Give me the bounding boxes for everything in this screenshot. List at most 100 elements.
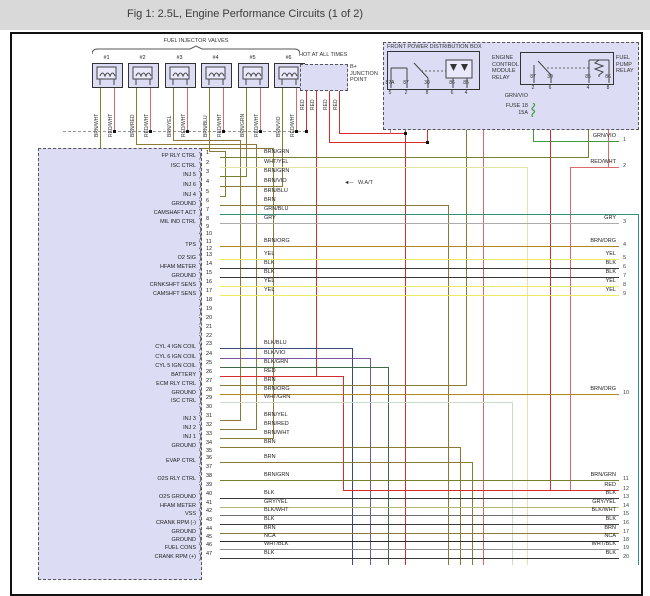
junction-dot [259,130,262,133]
wire-segment [223,86,225,132]
ecm-pin-number: 14 [206,261,213,267]
fuel-injector [92,63,123,88]
ecm-pin-wire-color: BLK [264,260,275,266]
ecm-pin-wire-color: BLK [264,269,275,275]
exit-number: 10 [623,390,630,396]
exit-wire-color: BRN/GRN [590,472,616,478]
ecm-pin-wire-color: BRN [264,377,276,383]
wire-segment [220,533,619,535]
ecm-pin-signal-name: HFAM METER [159,264,196,270]
injector-id-label: #2 [139,55,146,61]
wire-segment [220,348,353,350]
junction-dot [305,130,308,133]
junction-dot [186,130,189,133]
hot-at-all-times-label: HOT AT ALL TIMES [299,52,348,58]
wire-segment [388,367,390,565]
injector-id-label: #5 [249,55,256,61]
ecm-pin-number: 35 [206,448,213,454]
ecm-pin-bracket: ) [199,535,202,544]
ecm-pin-bracket: ) [199,180,202,189]
wire-segment [246,86,248,177]
exit-wire-color: RED [604,482,616,488]
ecm-pin-signal-name: CAMSHAFT ACT [153,210,196,216]
ecm-pin-bracket: ) [199,208,202,217]
ecm-pin-bracket: ) [199,379,202,388]
wire-segment [220,480,619,482]
fuel-injector [201,63,232,88]
ecm-pin-bracket: ) [199,352,202,361]
ecm-pin-wire-color: NCA [264,533,276,539]
exit-wire-color: YEL [605,287,616,293]
ecm-pin-signal-name: VSS [184,511,196,517]
wire-segment [220,420,241,422]
ecm-pin-number: 34 [206,440,213,446]
exit-number: 17 [623,529,630,535]
exit-wire-color: GRY/YEL [592,499,616,505]
exit-number: 5 [623,255,627,261]
title-bar: Fig 1: 2.5L, Engine Performance Circuits… [0,0,650,30]
junction-dot [295,130,298,133]
injector-coil-icon [242,66,263,85]
ecm-pin-bracket: ) [199,289,202,298]
wire-segment [220,376,344,378]
relay-terminal-label: 30 [424,80,430,86]
ecm-pin-bracket: ) [199,388,202,397]
ecm-pin-signal-name: GROUND [171,201,196,207]
relay-terminal-pin-number: 2 [531,85,535,91]
wire-segment [220,186,283,188]
ecm-pin-number: 36 [206,455,213,461]
wire-segment [570,167,619,169]
wire-segment [220,205,449,207]
ecm-pin-bracket: ) [199,151,202,160]
wire-segment [316,78,318,377]
ecm-pin-number: 20 [206,315,213,321]
exit-wire-color: GRY [604,215,616,221]
ecm-pin-signal-name: FP RLY CTRL [161,153,196,159]
wire-segment [339,133,406,135]
ecm-pin-wire-color: BRN/YEL [264,412,288,418]
wire-segment [220,358,371,360]
relay-terminal-label: 30 [547,74,553,80]
relay-terminal-pin-number: 5 [388,90,392,96]
ecm-pin-bracket: ) [199,465,202,474]
fuel-pump-relay-symbol [533,59,610,83]
injector-id-label: #3 [176,55,183,61]
relay-terminal-pin-number: 8 [606,85,610,91]
ecm-pin-signal-name: GROUND [171,273,196,279]
exit-number: 1 [623,137,627,143]
ecm-pin-wire-color: BLK [264,516,275,522]
ecm-pin-wire-color: GRN/BLU [264,206,289,212]
exit-number: 9 [623,291,627,297]
ecm-pin-signal-name: INJ 6 [183,182,196,188]
ecm-pin-signal-name: GROUND [171,390,196,396]
ecm-pin-signal-name: GROUND [171,443,196,449]
ecm-pin-signal-name: CRANK RPM (+) [154,554,196,560]
wire-segment [220,214,639,216]
injector-coil-icon [96,66,117,85]
junction-dot [113,130,116,133]
ecm-pin-signal-name: INJ 1 [183,434,196,440]
fuel-injector [165,63,196,88]
wire-segment [100,86,102,149]
wire-segment [220,259,619,261]
exit-number: 16 [623,520,630,526]
wire-segment [220,268,619,270]
exit-number: 3 [623,219,627,225]
ecm-pin-number: 24 [206,351,213,357]
wire-segment [220,524,619,526]
ecm-pin-signal-name: MIL IND CTRL [160,219,196,225]
ecm-relay-name: ENGINE CONTROL MODULE RELAY [492,55,519,81]
wire-segment [220,447,461,449]
ecm-pin-number: 42 [206,508,213,514]
b-junction-point-label: B+ JUNCTION POINT [350,64,378,83]
wire-segment [225,151,227,197]
wire-segment [638,214,640,565]
ecm-pin-number: 12 [206,246,213,252]
wire-segment [114,86,116,132]
ecm-pin-signal-name: GROUND [171,537,196,543]
wire-segment [220,157,589,159]
ecm-pin-wire-color: BLK/GRN [264,359,289,365]
fuse-wire-color-label: GRN/VIO [504,93,528,99]
wire-color-label: RED/WHT [254,113,260,137]
exit-number: 13 [623,494,630,500]
